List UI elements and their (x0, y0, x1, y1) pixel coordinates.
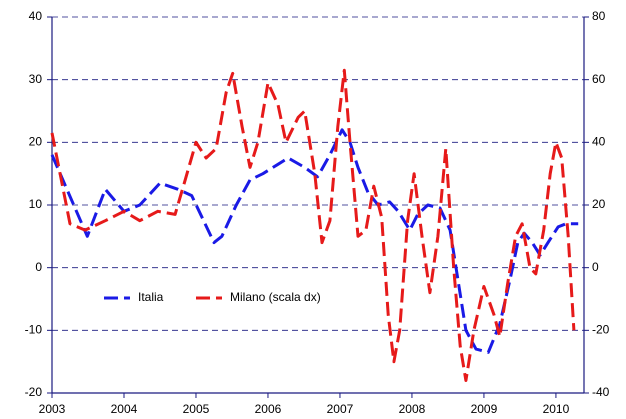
x-tick-label: 2008 (399, 402, 426, 416)
x-tick-label: 2004 (111, 402, 138, 416)
y2-tick-label: 40 (592, 135, 606, 149)
y2-tick-label: -40 (592, 385, 610, 399)
y-tick-label: 20 (29, 135, 43, 149)
y-tick-label: 40 (29, 9, 43, 23)
y-tick-label: 30 (29, 72, 43, 86)
y-tick-label: -20 (25, 385, 43, 399)
legend-label: Italia (138, 290, 164, 304)
y-tick-label: 0 (35, 260, 42, 274)
x-tick-label: 2009 (471, 402, 498, 416)
x-tick-label: 2003 (39, 402, 66, 416)
y2-tick-label: 80 (592, 9, 606, 23)
y2-tick-label: -20 (592, 323, 610, 337)
y2-tick-label: 60 (592, 72, 606, 86)
y2-tick-label: 20 (592, 197, 606, 211)
x-tick-label: 2007 (327, 402, 354, 416)
legend-label: Milano (scala dx) (230, 290, 321, 304)
y-tick-label: 10 (29, 197, 43, 211)
x-tick-label: 2005 (183, 402, 210, 416)
x-tick-label: 2006 (255, 402, 282, 416)
x-tick-label: 2010 (543, 402, 570, 416)
series-line (50, 68, 576, 382)
y-tick-label: -10 (25, 323, 43, 337)
series-line (50, 128, 579, 354)
y2-tick-label: 0 (592, 260, 599, 274)
